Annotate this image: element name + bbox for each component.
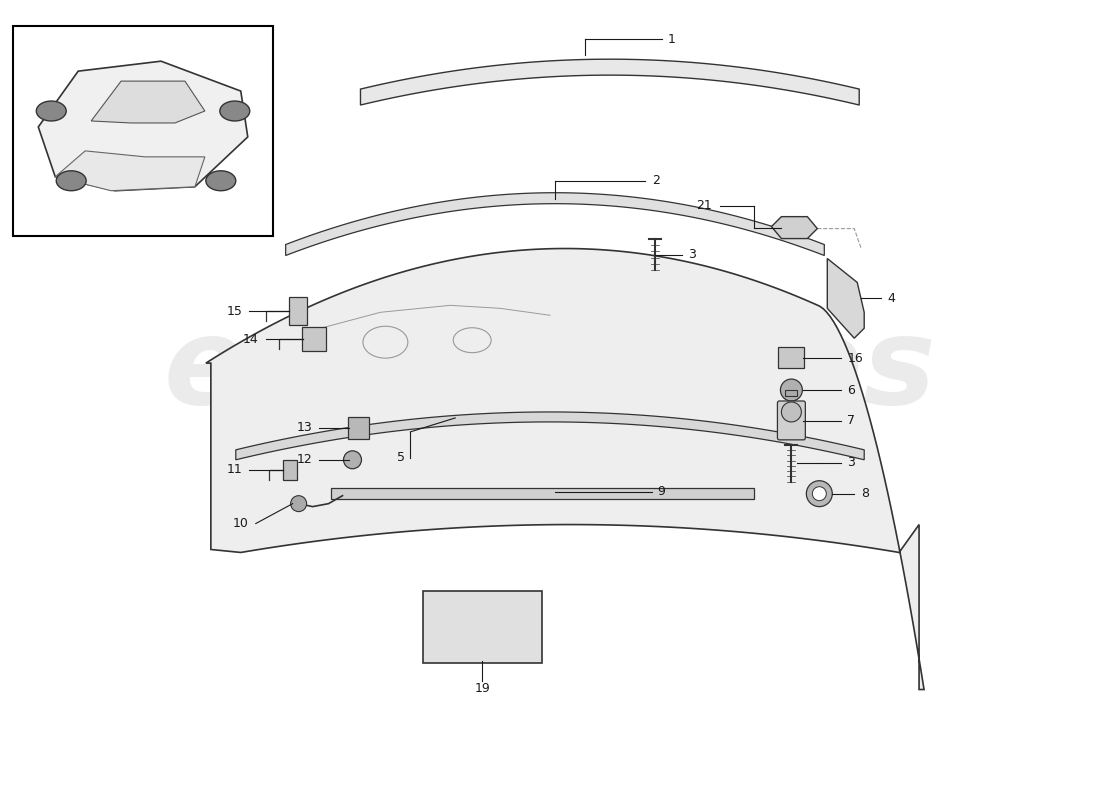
Polygon shape [235,412,865,460]
Text: 7: 7 [847,414,855,427]
Text: 4: 4 [887,292,895,305]
Ellipse shape [206,170,235,190]
Polygon shape [39,61,248,190]
Polygon shape [827,258,865,338]
Text: 10: 10 [233,517,249,530]
FancyBboxPatch shape [779,347,804,368]
Text: 19: 19 [474,682,490,695]
Circle shape [806,481,833,506]
Polygon shape [771,217,817,238]
Ellipse shape [220,101,250,121]
Polygon shape [331,488,755,498]
Bar [283,460,297,480]
Text: 8: 8 [861,487,869,500]
Circle shape [781,402,802,422]
Text: 1: 1 [668,33,675,46]
Ellipse shape [56,170,86,190]
Text: 9: 9 [658,485,666,498]
FancyBboxPatch shape [348,417,370,439]
FancyBboxPatch shape [13,26,273,235]
Text: 3: 3 [847,456,855,470]
Text: 16: 16 [847,352,864,365]
Circle shape [343,451,362,469]
Polygon shape [91,81,205,123]
Text: 3: 3 [688,248,695,261]
Text: 12: 12 [297,454,312,466]
Polygon shape [286,193,824,255]
Text: eurospares: eurospares [164,312,936,429]
Bar [785,390,798,396]
Circle shape [812,486,826,501]
Circle shape [290,496,307,512]
Text: 11: 11 [227,463,243,476]
Polygon shape [55,151,205,190]
Text: 15: 15 [227,305,243,318]
Text: 6: 6 [847,383,855,397]
FancyBboxPatch shape [424,591,542,663]
Circle shape [780,379,802,401]
Polygon shape [206,249,924,690]
Text: 21: 21 [696,199,712,212]
Bar [288,298,307,326]
Text: 13: 13 [297,422,312,434]
Text: 2: 2 [651,174,660,187]
Ellipse shape [36,101,66,121]
FancyBboxPatch shape [301,327,326,351]
Text: 5: 5 [397,451,406,464]
Polygon shape [361,59,859,105]
Text: a selection of parts since 1985: a selection of parts since 1985 [337,476,763,504]
Text: 14: 14 [243,333,258,346]
FancyBboxPatch shape [778,401,805,440]
